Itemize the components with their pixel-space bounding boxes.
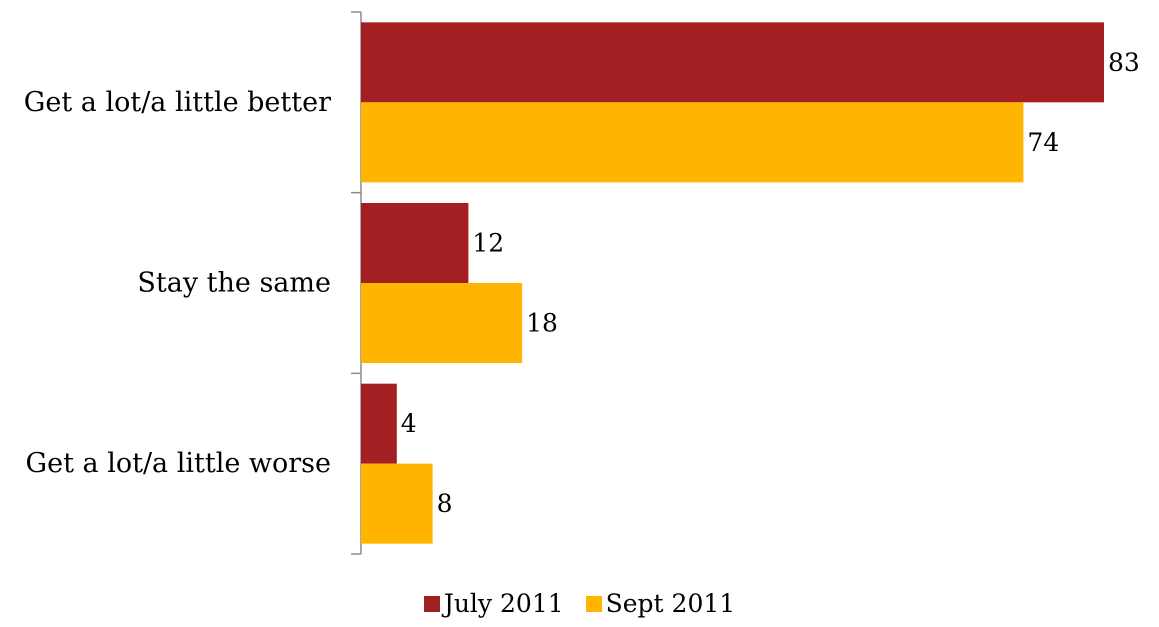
bar-july-2011-get-a-lot-a-little-worse (361, 383, 397, 464)
value-label-sept-2011-get-a-lot-a-little-better: 74 (1027, 128, 1059, 157)
legend-swatch-july-2011 (423, 595, 440, 612)
bar-sept-2011-get-a-lot-a-little-worse (361, 463, 433, 544)
legend-label-sept-2011: Sept 2011 (605, 589, 736, 618)
value-label-july-2011-stay-the-same: 12 (472, 229, 504, 258)
bar-july-2011-stay-the-same (361, 203, 469, 283)
value-label-sept-2011-stay-the-same: 18 (526, 309, 558, 338)
bar-july-2011-get-a-lot-a-little-better (361, 22, 1104, 103)
value-label-july-2011-get-a-lot-a-little-better: 83 (1108, 48, 1140, 77)
bar-sept-2011-stay-the-same (361, 283, 523, 363)
category-label-stay-the-same: Stay the same (137, 268, 331, 299)
value-label-sept-2011-get-a-lot-a-little-worse: 8 (437, 489, 453, 518)
legend-item-july-2011: July 2011 (423, 589, 564, 618)
legend: July 2011 Sept 2011 (0, 589, 1159, 618)
bar-sept-2011-get-a-lot-a-little-better (361, 102, 1024, 183)
category-label-get-a-lot-a-little-worse: Get a lot/a little worse (26, 448, 331, 479)
category-label-get-a-lot-a-little-better: Get a lot/a little better (24, 87, 331, 118)
legend-label-july-2011: July 2011 (443, 589, 564, 618)
legend-swatch-sept-2011 (585, 595, 602, 612)
value-label-july-2011-get-a-lot-a-little-worse: 4 (401, 409, 417, 438)
legend-item-sept-2011: Sept 2011 (585, 589, 736, 618)
